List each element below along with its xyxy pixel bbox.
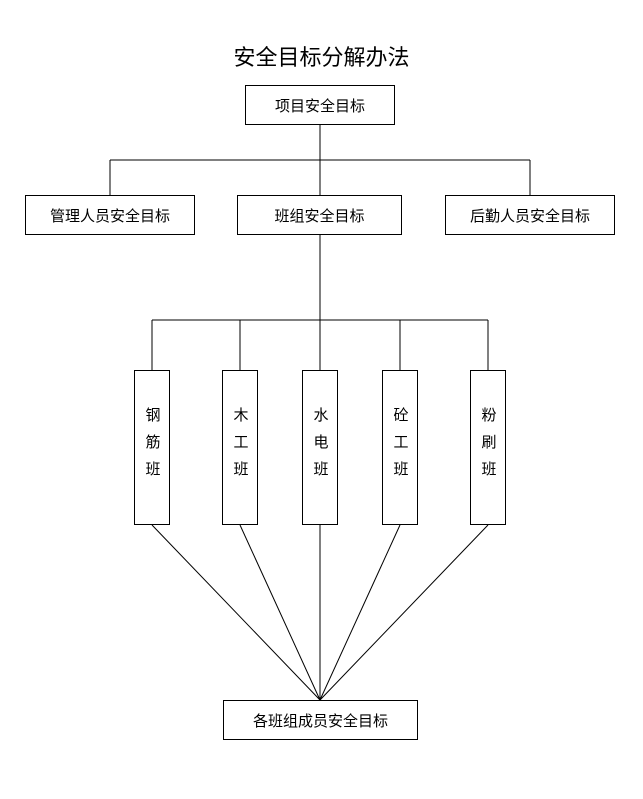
node-root: 项目安全目标 <box>245 85 395 125</box>
node-group-2: 木工班 <box>222 370 258 525</box>
node-group-3: 水电班 <box>302 370 338 525</box>
node-bottom: 各班组成员安全目标 <box>223 700 418 740</box>
node-group-4: 砼工班 <box>382 370 418 525</box>
node-group-5: 粉刷班 <box>470 370 506 525</box>
node-mgmt: 管理人员安全目标 <box>25 195 195 235</box>
node-group-1: 钢筋班 <box>134 370 170 525</box>
node-team: 班组安全目标 <box>237 195 402 235</box>
node-logistics: 后勤人员安全目标 <box>445 195 615 235</box>
diagram-title: 安全目标分解办法 <box>0 40 643 72</box>
